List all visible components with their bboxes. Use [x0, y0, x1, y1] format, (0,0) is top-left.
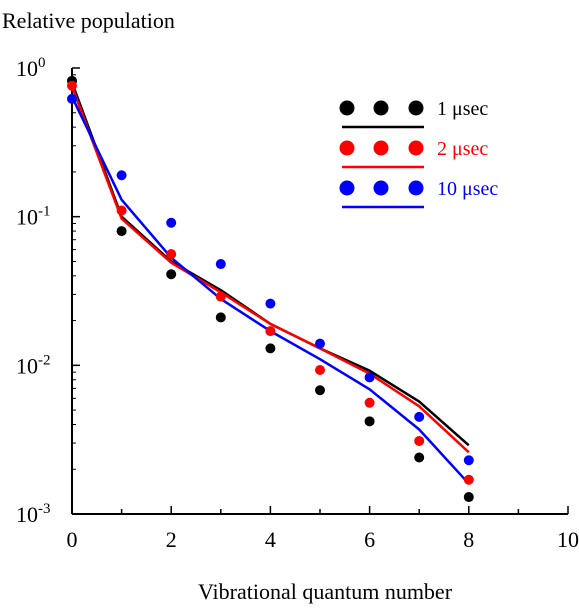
y-tick-exponent: -2	[38, 352, 51, 368]
series-line-2	[70, 86, 470, 454]
legend-marker	[373, 180, 389, 196]
legend-marker	[408, 140, 424, 156]
data-point-series-1	[364, 416, 375, 427]
data-point-series-2	[463, 474, 474, 485]
data-point-series-2	[166, 249, 177, 260]
legend-marker	[408, 180, 424, 196]
series-line-3	[70, 96, 470, 485]
data-point-series-2	[364, 397, 375, 408]
y-tick-label: 10-1	[16, 204, 51, 230]
x-tick-label: 2	[166, 527, 177, 552]
data-point-series-2	[215, 291, 226, 302]
data-point-series-2	[315, 365, 325, 376]
data-point-series-2	[116, 205, 127, 216]
data-point-series-3	[315, 338, 325, 349]
legend-marker	[373, 140, 389, 156]
data-point-series-2	[414, 435, 425, 446]
data-point-series-3	[67, 93, 77, 104]
data-point-series-1	[463, 492, 474, 503]
data-point-series-3	[414, 411, 425, 422]
x-tick-label: 8	[463, 527, 474, 552]
legend-marker	[339, 180, 355, 196]
data-point-series-3	[116, 170, 127, 181]
axes	[71, 68, 568, 515]
legend-marker	[408, 100, 424, 116]
x-tick-label: 10	[557, 527, 579, 552]
data-point-series-1	[414, 452, 425, 463]
data-point-series-1	[215, 312, 226, 323]
legend-label: 2 μsec	[437, 138, 488, 160]
y-tick-label: 10-2	[16, 352, 51, 378]
legend-marker	[339, 100, 355, 116]
data-point-series-2	[67, 80, 77, 91]
y-tick-exponent: 0	[38, 55, 46, 71]
x-tick-label: 0	[67, 527, 78, 552]
x-tick-label: 6	[364, 527, 375, 552]
x-tick-label: 4	[265, 527, 276, 552]
legend-marker	[339, 140, 355, 156]
legend-label: 1 μsec	[437, 98, 488, 120]
y-tick-label: 100	[16, 55, 46, 81]
legend: 1 μsec 2 μsec 10 μsec	[339, 98, 498, 209]
data-point-series-1	[116, 226, 127, 237]
ticks: 0 2 4 6 8 10 100 10-1 10-2 10-3	[16, 55, 579, 552]
data-point-series-3	[265, 298, 276, 309]
data-point-series-3	[463, 455, 474, 466]
series-points	[67, 75, 474, 503]
y-axis-label: Relative population	[2, 8, 175, 33]
data-point-series-3	[364, 372, 375, 383]
data-point-series-2	[265, 326, 276, 337]
legend-label: 10 μsec	[437, 178, 498, 200]
series-line-1	[70, 81, 470, 447]
data-point-series-1	[166, 269, 177, 280]
x-axis-label: Vibrational quantum number	[198, 579, 453, 604]
data-point-series-1	[315, 385, 325, 396]
data-point-series-1	[265, 343, 276, 354]
data-point-series-3	[215, 259, 226, 270]
data-point-series-3	[166, 217, 177, 228]
y-tick-exponent: -3	[38, 501, 51, 517]
y-tick-exponent: -1	[38, 204, 51, 220]
legend-marker	[373, 100, 389, 116]
series-lines	[70, 81, 470, 485]
y-tick-label: 10-3	[16, 501, 51, 527]
